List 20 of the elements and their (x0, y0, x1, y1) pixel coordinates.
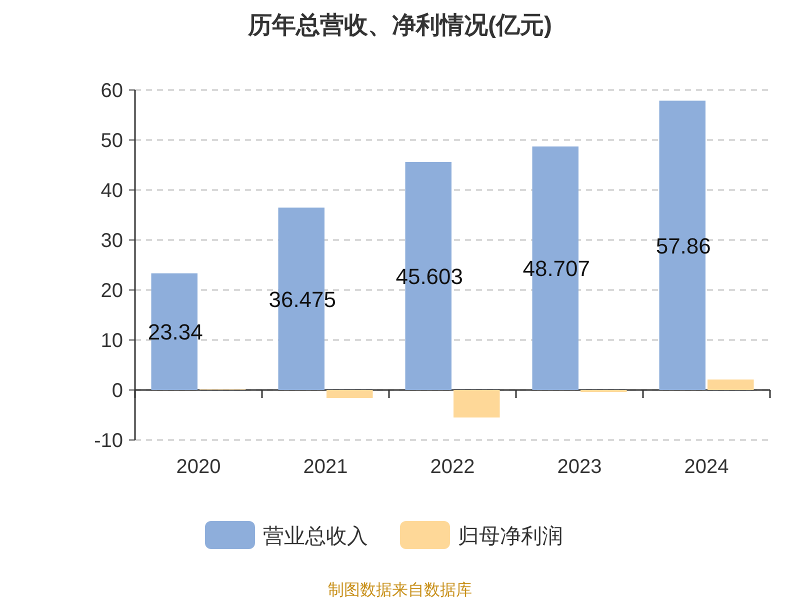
x-tick-label: 2022 (430, 456, 475, 478)
x-tick-label: 2021 (303, 456, 348, 478)
chart-title: 历年总营收、净利情况(亿元) (247, 12, 552, 39)
y-tick-label: 20 (100, 280, 123, 302)
bar (708, 380, 754, 390)
bar (326, 390, 373, 398)
y-tick-label: 10 (100, 330, 123, 352)
y-tick-label: 50 (100, 130, 123, 152)
legend-label: 营业总收入 (263, 525, 368, 548)
y-tick-label: 40 (100, 180, 123, 202)
text: 制图数据来自数据库 (328, 581, 472, 599)
bar (454, 390, 500, 418)
y-tick-label: 0 (112, 380, 123, 402)
y-tick-label: 30 (100, 230, 123, 252)
x-tick-label: 2020 (176, 456, 221, 478)
legend-label: 归母净利润 (458, 525, 563, 548)
x-tick-label: 2023 (557, 456, 602, 478)
y-tick-label: 60 (100, 80, 123, 102)
y-tick-label: -10 (94, 430, 123, 452)
x-tick-label: 2024 (684, 456, 729, 478)
